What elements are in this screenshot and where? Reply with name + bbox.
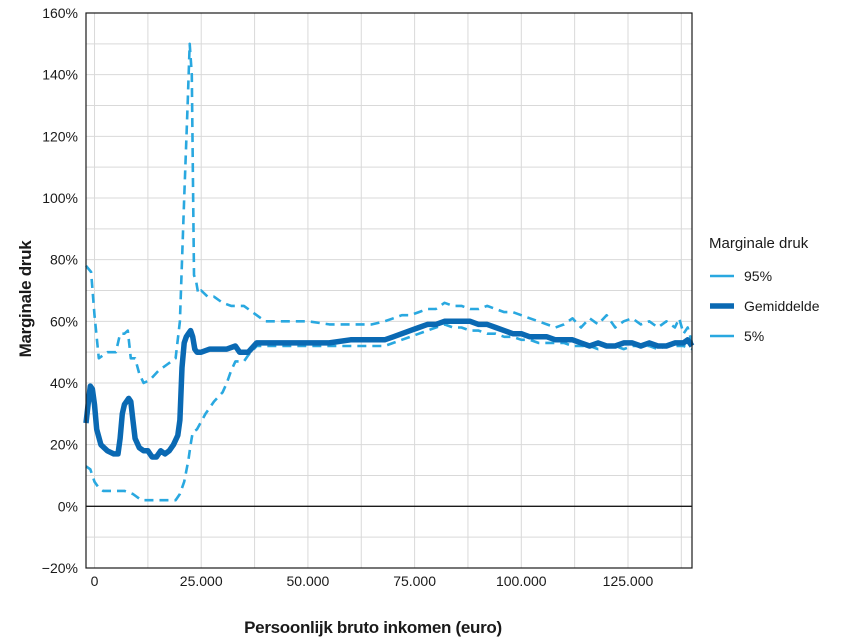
y-tick-label: 80%: [50, 252, 78, 268]
legend: Marginale druk 95% Gemiddelde 5%: [709, 235, 820, 344]
series-layer: [83, 42, 695, 502]
y-tick-label: 20%: [50, 437, 78, 453]
y-tick-label: 40%: [50, 375, 78, 391]
legend-items: 95% Gemiddelde 5%: [710, 268, 820, 344]
plot-frame: [85, 12, 693, 569]
y-axis-title: Marginale druk: [16, 240, 35, 358]
y-tick-label: 60%: [50, 313, 78, 329]
series-line-p95: [84, 42, 694, 385]
x-tick-label: 25.000: [180, 573, 223, 589]
x-axis-title: Persoonlijk bruto inkomen (euro): [244, 618, 502, 637]
series-line-p5: [85, 323, 693, 502]
legend-label: 95%: [744, 268, 772, 284]
y-tick-label: 0%: [58, 498, 78, 514]
grid-lines: [86, 12, 692, 569]
y-tick-label: −20%: [42, 560, 78, 576]
y-tick-label: 160%: [42, 5, 78, 21]
y-axis-ticks: −20% 0% 20% 40% 60% 80% 100% 120% 140% 160%: [42, 5, 78, 576]
y-tick-label: 140%: [42, 67, 78, 83]
x-tick-label: 50.000: [287, 573, 330, 589]
legend-label: Gemiddelde: [744, 298, 820, 314]
x-axis-ticks: 0 25.000 50.000 75.000 100.000 125.000: [91, 573, 654, 589]
y-tick-label: 100%: [42, 190, 78, 206]
series-line-gemiddelde: [83, 318, 695, 460]
x-tick-label: 125.000: [603, 573, 654, 589]
x-tick-label: 0: [91, 573, 99, 589]
legend-title: Marginale druk: [709, 235, 809, 252]
x-tick-label: 75.000: [393, 573, 436, 589]
x-tick-label: 100.000: [496, 573, 547, 589]
y-tick-label: 120%: [42, 128, 78, 144]
legend-label: 5%: [744, 328, 764, 344]
